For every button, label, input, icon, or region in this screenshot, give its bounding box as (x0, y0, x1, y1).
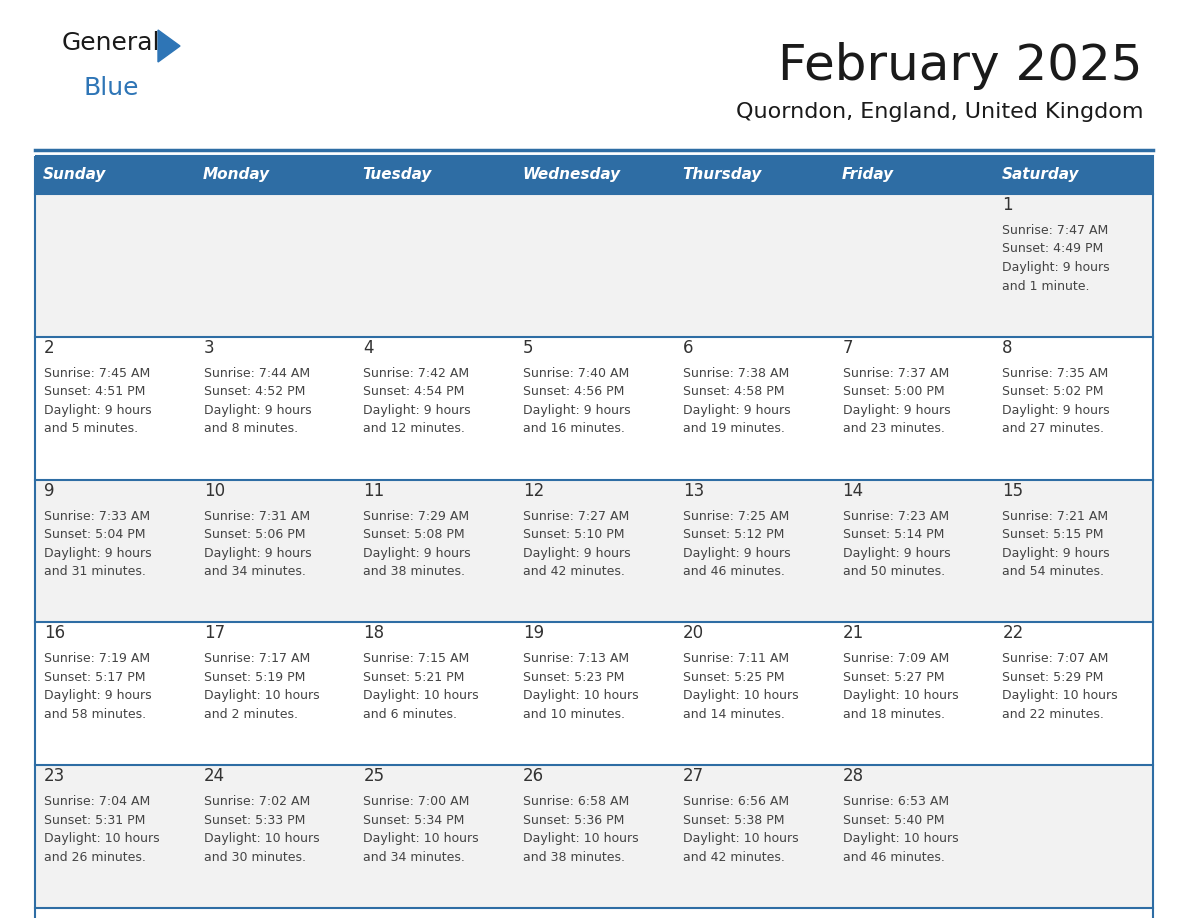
Text: 17: 17 (203, 624, 225, 643)
Text: 6: 6 (683, 339, 694, 357)
Text: Blue: Blue (84, 76, 139, 100)
Text: Sunrise: 7:02 AM
Sunset: 5:33 PM
Daylight: 10 hours
and 30 minutes.: Sunrise: 7:02 AM Sunset: 5:33 PM Dayligh… (203, 795, 320, 864)
Text: 8: 8 (1003, 339, 1013, 357)
Text: 4: 4 (364, 339, 374, 357)
Text: Sunrise: 7:07 AM
Sunset: 5:29 PM
Daylight: 10 hours
and 22 minutes.: Sunrise: 7:07 AM Sunset: 5:29 PM Dayligh… (1003, 653, 1118, 721)
Text: Monday: Monday (203, 167, 270, 183)
Text: 3: 3 (203, 339, 214, 357)
Text: Sunrise: 7:19 AM
Sunset: 5:17 PM
Daylight: 9 hours
and 58 minutes.: Sunrise: 7:19 AM Sunset: 5:17 PM Dayligh… (44, 653, 152, 721)
Text: Quorndon, England, United Kingdom: Quorndon, England, United Kingdom (735, 102, 1143, 122)
Text: 26: 26 (523, 767, 544, 785)
Bar (34, 479, 1154, 622)
Text: Sunrise: 7:45 AM
Sunset: 4:51 PM
Daylight: 9 hours
and 5 minutes.: Sunrise: 7:45 AM Sunset: 4:51 PM Dayligh… (44, 367, 152, 435)
Text: 24: 24 (203, 767, 225, 785)
Text: 22: 22 (1003, 624, 1024, 643)
Bar (34, 156, 1154, 918)
Text: 11: 11 (364, 482, 385, 499)
Text: February 2025: February 2025 (778, 42, 1143, 90)
Text: Sunday: Sunday (43, 167, 107, 183)
Text: Sunrise: 7:47 AM
Sunset: 4:49 PM
Daylight: 9 hours
and 1 minute.: Sunrise: 7:47 AM Sunset: 4:49 PM Dayligh… (1003, 224, 1110, 293)
Text: 14: 14 (842, 482, 864, 499)
Text: 10: 10 (203, 482, 225, 499)
Text: Sunrise: 7:11 AM
Sunset: 5:25 PM
Daylight: 10 hours
and 14 minutes.: Sunrise: 7:11 AM Sunset: 5:25 PM Dayligh… (683, 653, 798, 721)
Text: 18: 18 (364, 624, 385, 643)
Text: Tuesday: Tuesday (362, 167, 431, 183)
Bar (34, 337, 1154, 479)
Text: Saturday: Saturday (1001, 167, 1079, 183)
Text: Sunrise: 7:25 AM
Sunset: 5:12 PM
Daylight: 9 hours
and 46 minutes.: Sunrise: 7:25 AM Sunset: 5:12 PM Dayligh… (683, 509, 790, 578)
Text: 2: 2 (44, 339, 55, 357)
Bar (34, 766, 1154, 908)
Text: 13: 13 (683, 482, 704, 499)
Text: 9: 9 (44, 482, 55, 499)
Text: 27: 27 (683, 767, 704, 785)
Text: 19: 19 (523, 624, 544, 643)
Text: 15: 15 (1003, 482, 1023, 499)
Text: Sunrise: 7:44 AM
Sunset: 4:52 PM
Daylight: 9 hours
and 8 minutes.: Sunrise: 7:44 AM Sunset: 4:52 PM Dayligh… (203, 367, 311, 435)
Text: Sunrise: 7:04 AM
Sunset: 5:31 PM
Daylight: 10 hours
and 26 minutes.: Sunrise: 7:04 AM Sunset: 5:31 PM Dayligh… (44, 795, 159, 864)
Text: Wednesday: Wednesday (523, 167, 620, 183)
Text: Sunrise: 7:37 AM
Sunset: 5:00 PM
Daylight: 9 hours
and 23 minutes.: Sunrise: 7:37 AM Sunset: 5:00 PM Dayligh… (842, 367, 950, 435)
Text: 5: 5 (523, 339, 533, 357)
Text: Sunrise: 6:58 AM
Sunset: 5:36 PM
Daylight: 10 hours
and 38 minutes.: Sunrise: 6:58 AM Sunset: 5:36 PM Dayligh… (523, 795, 639, 864)
Text: Sunrise: 7:42 AM
Sunset: 4:54 PM
Daylight: 9 hours
and 12 minutes.: Sunrise: 7:42 AM Sunset: 4:54 PM Dayligh… (364, 367, 472, 435)
Text: Friday: Friday (841, 167, 893, 183)
Text: Sunrise: 7:21 AM
Sunset: 5:15 PM
Daylight: 9 hours
and 54 minutes.: Sunrise: 7:21 AM Sunset: 5:15 PM Dayligh… (1003, 509, 1110, 578)
Text: 21: 21 (842, 624, 864, 643)
Text: General: General (62, 31, 160, 55)
Text: 23: 23 (44, 767, 65, 785)
Text: 1: 1 (1003, 196, 1013, 214)
Bar (34, 156, 1154, 194)
Bar (34, 622, 1154, 766)
Text: Sunrise: 7:17 AM
Sunset: 5:19 PM
Daylight: 10 hours
and 2 minutes.: Sunrise: 7:17 AM Sunset: 5:19 PM Dayligh… (203, 653, 320, 721)
Text: Sunrise: 7:29 AM
Sunset: 5:08 PM
Daylight: 9 hours
and 38 minutes.: Sunrise: 7:29 AM Sunset: 5:08 PM Dayligh… (364, 509, 472, 578)
Text: 7: 7 (842, 339, 853, 357)
Text: Sunrise: 7:13 AM
Sunset: 5:23 PM
Daylight: 10 hours
and 10 minutes.: Sunrise: 7:13 AM Sunset: 5:23 PM Dayligh… (523, 653, 639, 721)
Text: 12: 12 (523, 482, 544, 499)
Text: Sunrise: 7:31 AM
Sunset: 5:06 PM
Daylight: 9 hours
and 34 minutes.: Sunrise: 7:31 AM Sunset: 5:06 PM Dayligh… (203, 509, 311, 578)
Text: Sunrise: 7:23 AM
Sunset: 5:14 PM
Daylight: 9 hours
and 50 minutes.: Sunrise: 7:23 AM Sunset: 5:14 PM Dayligh… (842, 509, 950, 578)
Text: 16: 16 (44, 624, 65, 643)
Polygon shape (158, 30, 181, 62)
Text: Sunrise: 7:15 AM
Sunset: 5:21 PM
Daylight: 10 hours
and 6 minutes.: Sunrise: 7:15 AM Sunset: 5:21 PM Dayligh… (364, 653, 479, 721)
Text: Thursday: Thursday (682, 167, 762, 183)
Text: Sunrise: 7:27 AM
Sunset: 5:10 PM
Daylight: 9 hours
and 42 minutes.: Sunrise: 7:27 AM Sunset: 5:10 PM Dayligh… (523, 509, 631, 578)
Text: 25: 25 (364, 767, 385, 785)
Text: 20: 20 (683, 624, 704, 643)
Text: Sunrise: 7:33 AM
Sunset: 5:04 PM
Daylight: 9 hours
and 31 minutes.: Sunrise: 7:33 AM Sunset: 5:04 PM Dayligh… (44, 509, 152, 578)
Text: Sunrise: 7:00 AM
Sunset: 5:34 PM
Daylight: 10 hours
and 34 minutes.: Sunrise: 7:00 AM Sunset: 5:34 PM Dayligh… (364, 795, 479, 864)
Text: 28: 28 (842, 767, 864, 785)
Text: Sunrise: 7:09 AM
Sunset: 5:27 PM
Daylight: 10 hours
and 18 minutes.: Sunrise: 7:09 AM Sunset: 5:27 PM Dayligh… (842, 653, 959, 721)
Bar (34, 194, 1154, 337)
Text: Sunrise: 7:35 AM
Sunset: 5:02 PM
Daylight: 9 hours
and 27 minutes.: Sunrise: 7:35 AM Sunset: 5:02 PM Dayligh… (1003, 367, 1110, 435)
Text: Sunrise: 7:40 AM
Sunset: 4:56 PM
Daylight: 9 hours
and 16 minutes.: Sunrise: 7:40 AM Sunset: 4:56 PM Dayligh… (523, 367, 631, 435)
Text: Sunrise: 6:56 AM
Sunset: 5:38 PM
Daylight: 10 hours
and 42 minutes.: Sunrise: 6:56 AM Sunset: 5:38 PM Dayligh… (683, 795, 798, 864)
Text: Sunrise: 7:38 AM
Sunset: 4:58 PM
Daylight: 9 hours
and 19 minutes.: Sunrise: 7:38 AM Sunset: 4:58 PM Dayligh… (683, 367, 790, 435)
Text: Sunrise: 6:53 AM
Sunset: 5:40 PM
Daylight: 10 hours
and 46 minutes.: Sunrise: 6:53 AM Sunset: 5:40 PM Dayligh… (842, 795, 959, 864)
